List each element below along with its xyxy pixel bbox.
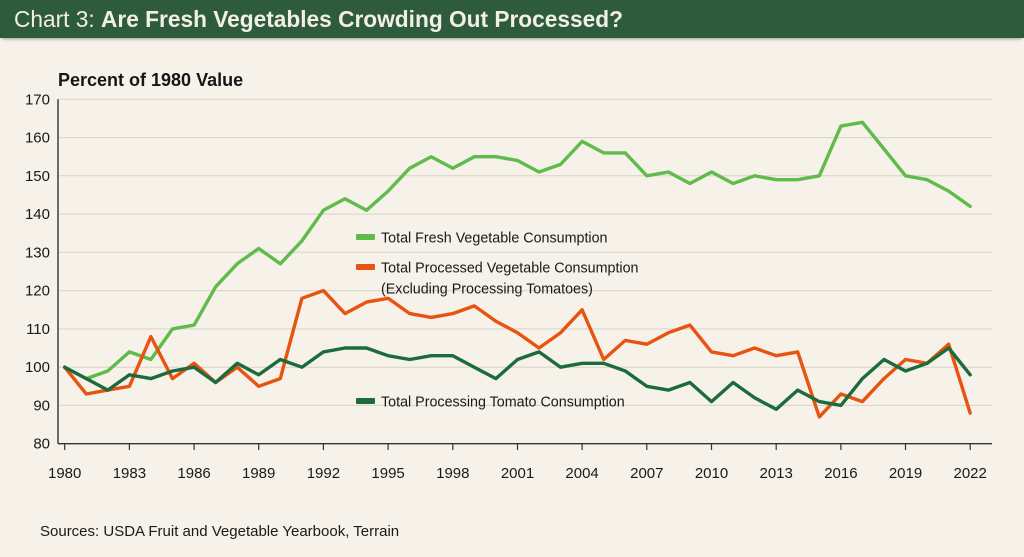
svg-text:110: 110 <box>26 321 50 338</box>
svg-text:1992: 1992 <box>307 465 340 482</box>
svg-text:2016: 2016 <box>824 465 857 482</box>
svg-text:2007: 2007 <box>630 465 663 482</box>
svg-text:Percent of 1980 Value: Percent of 1980 Value <box>58 70 243 90</box>
svg-text:160: 160 <box>25 130 50 147</box>
svg-text:2001: 2001 <box>501 465 534 482</box>
svg-text:120: 120 <box>25 283 50 300</box>
svg-text:130: 130 <box>25 244 50 261</box>
svg-text:140: 140 <box>25 206 50 223</box>
svg-text:2019: 2019 <box>889 465 922 482</box>
svg-text:Total Processing Tomato Consum: Total Processing Tomato Consumption <box>381 395 625 411</box>
svg-text:1998: 1998 <box>436 465 469 482</box>
svg-text:2022: 2022 <box>954 465 987 482</box>
svg-text:2010: 2010 <box>695 465 728 482</box>
svg-text:1989: 1989 <box>242 465 275 482</box>
svg-text:2013: 2013 <box>760 465 793 482</box>
svg-text:Total Fresh Vegetable Consumpt: Total Fresh Vegetable Consumption <box>381 231 608 247</box>
svg-text:(Excluding Processing Tomatoes: (Excluding Processing Tomatoes) <box>381 282 593 298</box>
svg-text:1995: 1995 <box>371 465 404 482</box>
svg-text:90: 90 <box>33 397 50 414</box>
svg-text:2004: 2004 <box>565 465 598 482</box>
svg-text:100: 100 <box>25 359 50 376</box>
svg-text:170: 170 <box>25 91 50 108</box>
svg-text:1980: 1980 <box>48 465 81 482</box>
svg-text:1986: 1986 <box>177 465 210 482</box>
svg-text:1983: 1983 <box>113 465 146 482</box>
svg-text:150: 150 <box>25 168 50 185</box>
svg-text:80: 80 <box>33 436 50 453</box>
svg-text:Total Processed Vegetable Cons: Total Processed Vegetable Consumption <box>381 261 639 277</box>
